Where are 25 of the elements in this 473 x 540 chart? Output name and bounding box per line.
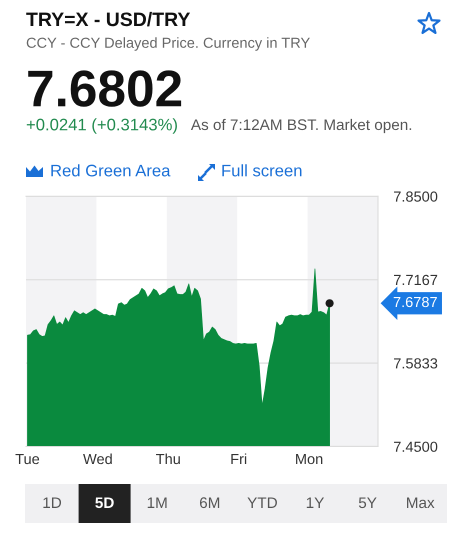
- text: 1Y: [306, 497, 324, 508]
- chart-subtitle: CCY - CCY Delayed Price. Currency in TRY: [26, 37, 310, 51]
- text: 5D: [95, 497, 114, 508]
- y-tick-label: 7.8500: [394, 191, 438, 202]
- text: 1M: [148, 497, 167, 508]
- text: YTD: [247, 497, 277, 508]
- text: 7.6787: [394, 296, 437, 308]
- text: As of 7:12AM BST. Market open.: [190, 118, 412, 134]
- y-tick-label: 7.4500: [394, 442, 438, 452]
- x-tick-label: Wed: [83, 453, 112, 464]
- text: 6M: [200, 497, 220, 508]
- text: 7.6802: [28, 70, 182, 107]
- x-tick-label: Mon: [296, 454, 322, 464]
- y-tick-label: 7.7167: [394, 274, 438, 286]
- text: 1D: [43, 497, 62, 508]
- chart-title: TRY=X - USD/TRY: [26, 12, 190, 26]
- text: Full screen: [222, 164, 302, 176]
- text: Max: [407, 497, 434, 508]
- x-tick-label: Thu: [156, 453, 180, 464]
- text: Red Green Area: [51, 164, 170, 176]
- text: 5Y: [358, 497, 377, 508]
- text: +0.0241 (+0.3143%): [26, 118, 177, 134]
- x-tick-label: Tue: [16, 454, 40, 464]
- y-tick-label: 7.5833: [394, 358, 438, 369]
- x-tick-label: Fri: [231, 453, 246, 464]
